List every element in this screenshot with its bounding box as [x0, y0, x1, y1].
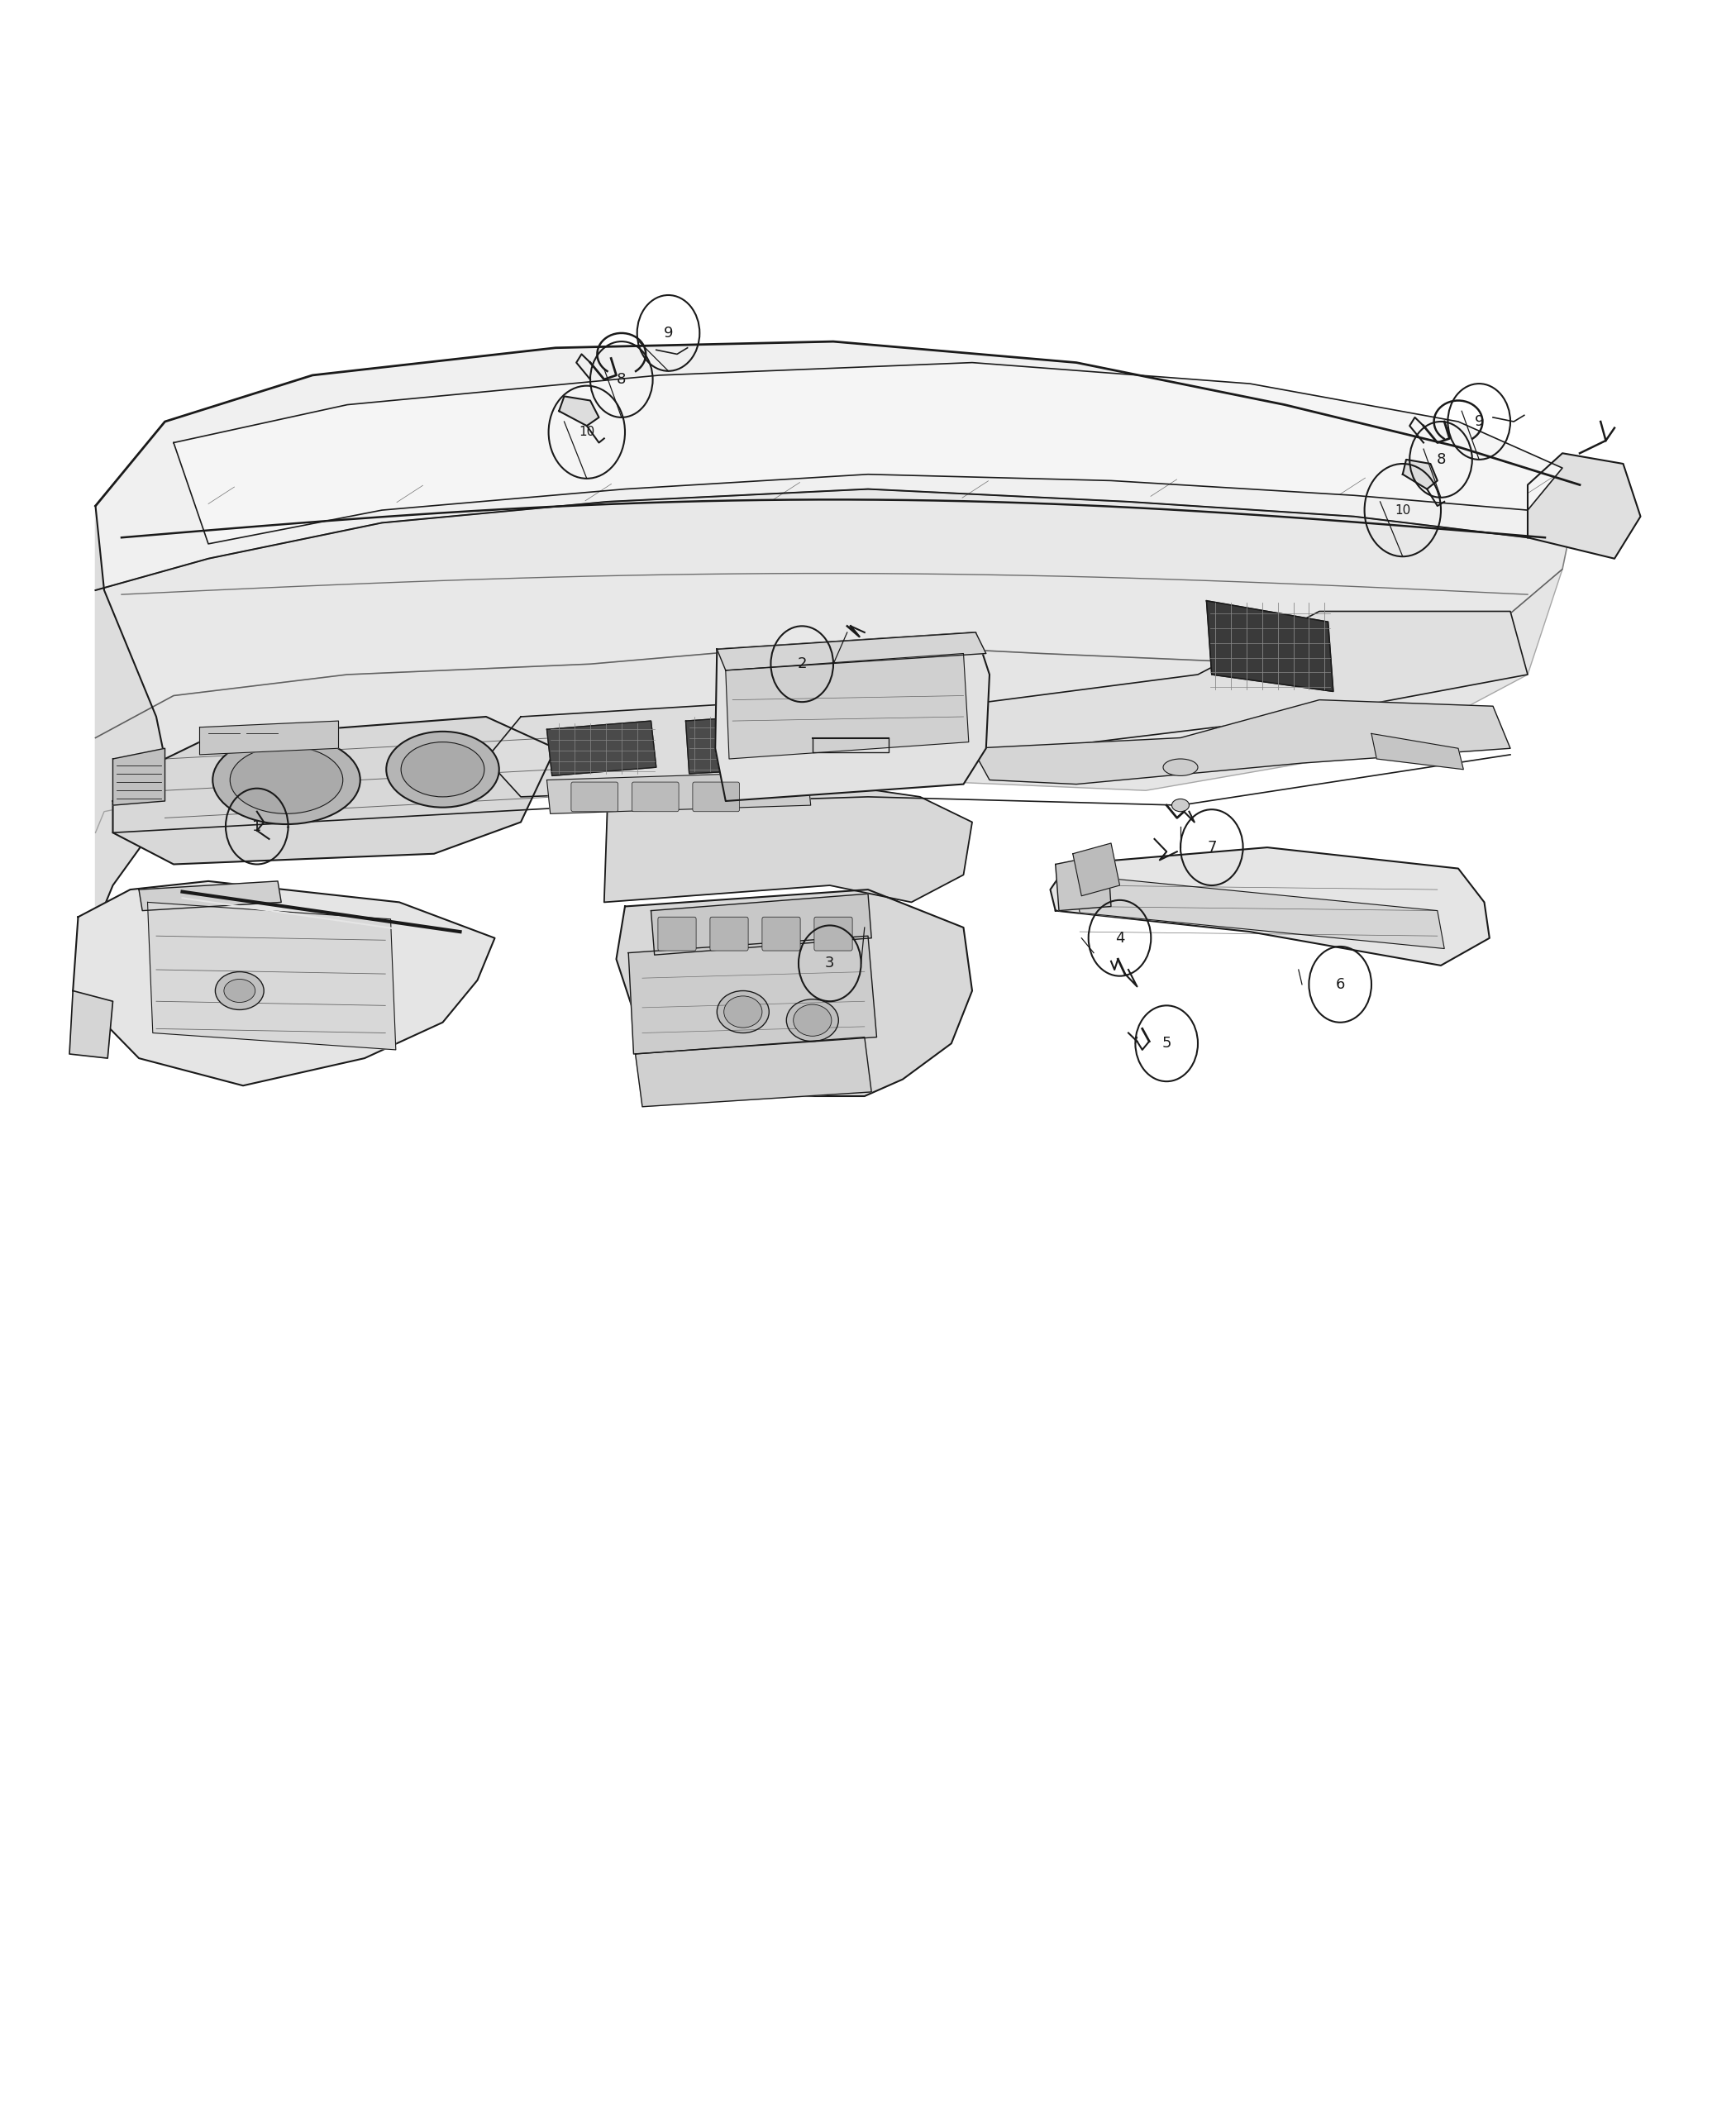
- Polygon shape: [1055, 854, 1111, 911]
- Polygon shape: [95, 341, 1580, 590]
- Text: 1: 1: [252, 818, 262, 835]
- Polygon shape: [95, 485, 1580, 738]
- Polygon shape: [1528, 453, 1641, 559]
- Ellipse shape: [786, 999, 838, 1041]
- FancyBboxPatch shape: [571, 782, 618, 812]
- Polygon shape: [148, 902, 396, 1050]
- Polygon shape: [95, 506, 174, 928]
- Ellipse shape: [1172, 799, 1189, 812]
- Ellipse shape: [724, 997, 762, 1029]
- FancyBboxPatch shape: [814, 917, 852, 951]
- Ellipse shape: [212, 736, 361, 824]
- FancyBboxPatch shape: [762, 917, 800, 951]
- Polygon shape: [715, 632, 990, 801]
- Polygon shape: [635, 1037, 871, 1107]
- FancyBboxPatch shape: [658, 917, 696, 951]
- Polygon shape: [726, 653, 969, 759]
- Ellipse shape: [793, 1003, 832, 1037]
- Text: 7: 7: [1207, 839, 1217, 856]
- Text: 4: 4: [1115, 930, 1125, 946]
- Polygon shape: [113, 717, 556, 864]
- Polygon shape: [547, 721, 656, 776]
- Text: 9: 9: [1474, 413, 1484, 430]
- Text: 3: 3: [825, 955, 835, 972]
- Ellipse shape: [401, 742, 484, 797]
- Ellipse shape: [229, 746, 344, 814]
- Ellipse shape: [717, 991, 769, 1033]
- Polygon shape: [1073, 875, 1444, 949]
- Text: 2: 2: [797, 656, 807, 672]
- Text: 9: 9: [663, 325, 674, 341]
- Polygon shape: [95, 569, 1562, 833]
- Polygon shape: [69, 991, 113, 1058]
- Text: 6: 6: [1335, 976, 1345, 993]
- Polygon shape: [486, 696, 903, 797]
- Polygon shape: [547, 772, 811, 814]
- Polygon shape: [1403, 460, 1437, 489]
- Polygon shape: [825, 706, 951, 782]
- Polygon shape: [616, 890, 972, 1096]
- Ellipse shape: [385, 731, 500, 807]
- Text: 8: 8: [616, 371, 627, 388]
- Polygon shape: [686, 713, 811, 774]
- Ellipse shape: [224, 978, 255, 1003]
- Ellipse shape: [1163, 759, 1198, 776]
- Polygon shape: [1371, 734, 1463, 769]
- FancyBboxPatch shape: [693, 782, 740, 812]
- Text: 10: 10: [1394, 504, 1411, 516]
- Ellipse shape: [215, 972, 264, 1010]
- Polygon shape: [651, 894, 871, 955]
- Text: 5: 5: [1161, 1035, 1172, 1052]
- Polygon shape: [174, 363, 1562, 544]
- Polygon shape: [628, 936, 877, 1054]
- FancyBboxPatch shape: [632, 782, 679, 812]
- Polygon shape: [1073, 843, 1120, 896]
- Text: 8: 8: [1436, 451, 1446, 468]
- Polygon shape: [972, 700, 1510, 784]
- Polygon shape: [955, 611, 1528, 748]
- FancyBboxPatch shape: [710, 917, 748, 951]
- Polygon shape: [604, 784, 972, 902]
- Polygon shape: [717, 632, 986, 670]
- Polygon shape: [1207, 601, 1333, 691]
- Polygon shape: [139, 881, 281, 911]
- Text: 10: 10: [578, 426, 595, 438]
- Polygon shape: [113, 748, 165, 805]
- Polygon shape: [559, 396, 599, 426]
- Polygon shape: [1050, 847, 1489, 965]
- Polygon shape: [200, 721, 339, 755]
- Polygon shape: [73, 881, 495, 1086]
